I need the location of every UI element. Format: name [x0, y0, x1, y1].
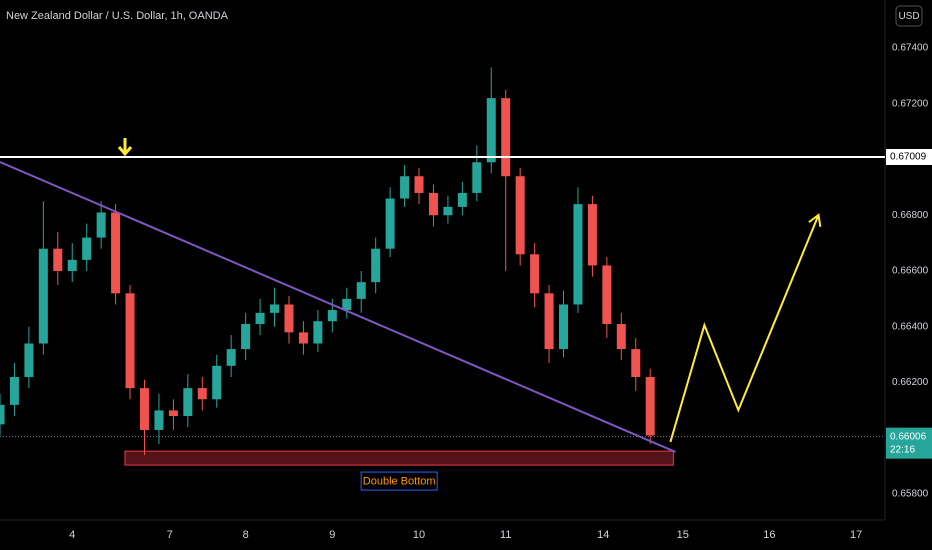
- candle-body: [298, 332, 308, 344]
- candle-body: [342, 298, 352, 311]
- candle-body: [313, 321, 323, 344]
- candle-body: [616, 323, 626, 350]
- zone-label-box: [360, 471, 438, 491]
- candle-body: [212, 365, 222, 400]
- projection-arrowhead: [808, 213, 822, 227]
- candle-body: [53, 248, 63, 272]
- candle-body: [270, 304, 280, 313]
- last-price-label: 0.66006: [890, 431, 927, 442]
- candle-body: [327, 310, 337, 322]
- candle-body: [183, 388, 193, 416]
- chart-title: New Zealand Dollar / U.S. Dollar, 1h, OA…: [6, 10, 229, 22]
- candle-body: [139, 388, 149, 430]
- candle-body: [0, 404, 5, 425]
- candle-body: [414, 176, 424, 193]
- last-price-box: [886, 427, 932, 459]
- x-tick-label: 8: [243, 529, 249, 541]
- candle-body: [501, 98, 511, 177]
- candle-body: [168, 410, 178, 416]
- arrow-icon: [117, 138, 133, 157]
- candle-body: [241, 323, 251, 350]
- candle-body: [9, 376, 19, 405]
- candle-body: [486, 98, 496, 163]
- y-tick-label: 0.67200: [892, 98, 929, 109]
- candle-body: [226, 349, 236, 366]
- candle-body: [38, 248, 48, 344]
- trendline: [0, 161, 676, 453]
- y-tick-label: 0.66200: [892, 377, 929, 388]
- projection-line: [669, 214, 820, 443]
- x-tick-label: 7: [167, 529, 173, 541]
- candle-body: [96, 212, 106, 238]
- x-tick-label: 16: [763, 529, 775, 541]
- candle-body: [154, 410, 164, 430]
- candle-body: [428, 192, 438, 216]
- y-tick-label: 0.67400: [892, 43, 929, 54]
- x-tick-label: 15: [677, 529, 689, 541]
- y-tick-label: 0.66600: [892, 266, 929, 277]
- candle-body: [443, 206, 453, 216]
- candle-body: [197, 388, 207, 400]
- candle-body: [125, 293, 135, 389]
- zone-label: Double Bottom: [363, 475, 436, 487]
- candle-body: [284, 304, 294, 333]
- candle-body: [559, 304, 569, 350]
- countdown-label: 22:16: [890, 444, 915, 455]
- candle-body: [515, 176, 525, 255]
- candle-body: [111, 212, 121, 294]
- x-tick-label: 14: [597, 529, 609, 541]
- x-tick-label: 4: [69, 529, 75, 541]
- candle-body: [587, 204, 597, 266]
- zone: [124, 450, 674, 466]
- y-tick-label: 0.66800: [892, 210, 929, 221]
- candle-body: [544, 293, 554, 350]
- x-tick-label: 17: [850, 529, 862, 541]
- currency-button[interactable]: [895, 5, 923, 27]
- candle-body: [24, 343, 34, 377]
- candle-body: [82, 237, 92, 260]
- candle-body: [645, 376, 655, 436]
- y-tick-label: 0.66400: [892, 321, 929, 332]
- candle-body: [457, 192, 467, 207]
- x-tick-label: 11: [500, 529, 511, 541]
- x-tick-label: 9: [329, 529, 335, 541]
- candle-body: [472, 162, 482, 193]
- candle-body: [371, 248, 381, 283]
- resistance-price-box: [886, 148, 932, 165]
- resistance-price-label: 0.67009: [890, 152, 927, 163]
- candle-body: [400, 176, 410, 199]
- candle-body: [631, 349, 641, 377]
- candle-body: [385, 198, 395, 249]
- candle-body: [255, 312, 265, 324]
- y-tick-label: 0.65800: [892, 489, 929, 500]
- candle-body: [356, 282, 366, 299]
- candle-body: [530, 254, 540, 294]
- currency-label: USD: [898, 11, 919, 22]
- candle-body: [67, 259, 77, 272]
- x-tick-label: 10: [413, 529, 425, 541]
- candle-body: [573, 204, 583, 305]
- candle-body: [602, 265, 612, 324]
